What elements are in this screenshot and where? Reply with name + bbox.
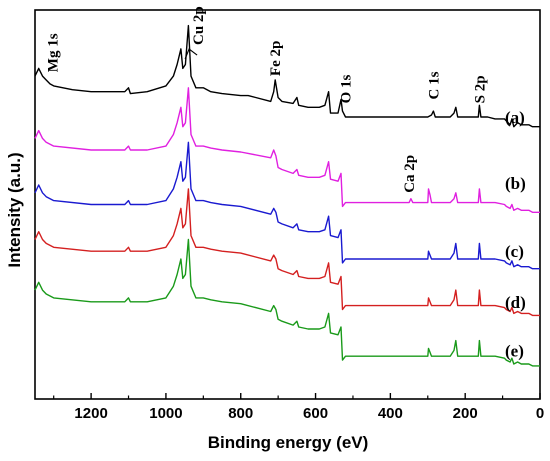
- x-tick-label: 600: [303, 405, 328, 422]
- series-label: (c): [505, 242, 524, 261]
- series-label: (b): [505, 174, 526, 193]
- peak-annotation: S 2p: [472, 75, 488, 103]
- x-tick-label: 400: [378, 405, 403, 422]
- x-tick-label: 0: [536, 405, 544, 422]
- x-tick-label: 1200: [74, 405, 107, 422]
- peak-annotation: Fe 2p: [268, 41, 284, 76]
- x-tick-label: 200: [453, 405, 478, 422]
- plot-frame: [34, 9, 541, 400]
- series-line: [34, 24, 540, 128]
- series-label: (e): [505, 341, 524, 360]
- series-line: [34, 238, 540, 367]
- series-line: [34, 141, 540, 270]
- cu-leader-line: [184, 48, 198, 60]
- y-axis-title: Intensity (a.u.): [5, 152, 24, 267]
- peak-annotation: Mg 1s: [46, 33, 62, 72]
- x-axis-ticks: 1200 1000 800 600 400 200 0: [53, 393, 544, 422]
- x-tick-label: 800: [228, 405, 253, 422]
- series-label: (d): [505, 293, 526, 312]
- series-line: [34, 87, 540, 214]
- series-layer: (a) (b) (c) (d) (e): [34, 24, 540, 367]
- peak-annotation: Ca 2p: [402, 155, 418, 193]
- peak-annotation: C 1s: [426, 71, 442, 99]
- series-label: (a): [505, 108, 525, 127]
- x-tick-label: 1000: [149, 405, 182, 422]
- x-axis-title: Binding energy (eV): [208, 433, 369, 452]
- peak-annotation: O 1s: [339, 74, 355, 103]
- peak-annotation: Cu 2p: [191, 6, 207, 45]
- series-line: [34, 188, 540, 317]
- annotation-layer: Mg 1s Cu 2p Fe 2p O 1s C 1s S 2p Ca 2p: [46, 6, 489, 193]
